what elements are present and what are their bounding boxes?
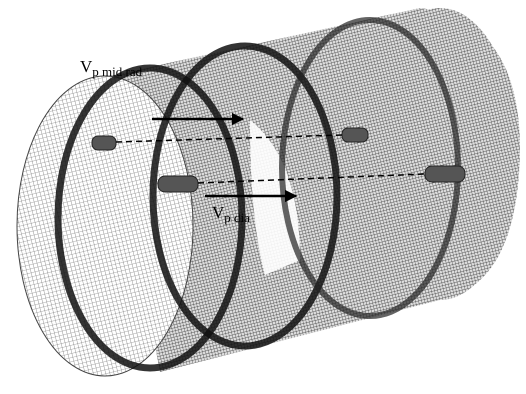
sensor [158, 176, 198, 192]
cylinder-diagram: Vp mid rad Vp dia [0, 0, 526, 394]
label-sub: p dia [224, 210, 250, 225]
label-main: V [80, 57, 93, 76]
label-mid-rad: Vp mid rad [80, 57, 143, 79]
sensor [342, 128, 368, 142]
sensor [92, 136, 116, 150]
label-main: V [212, 203, 225, 222]
sensor [425, 166, 465, 182]
label-sub: p mid rad [92, 64, 142, 79]
